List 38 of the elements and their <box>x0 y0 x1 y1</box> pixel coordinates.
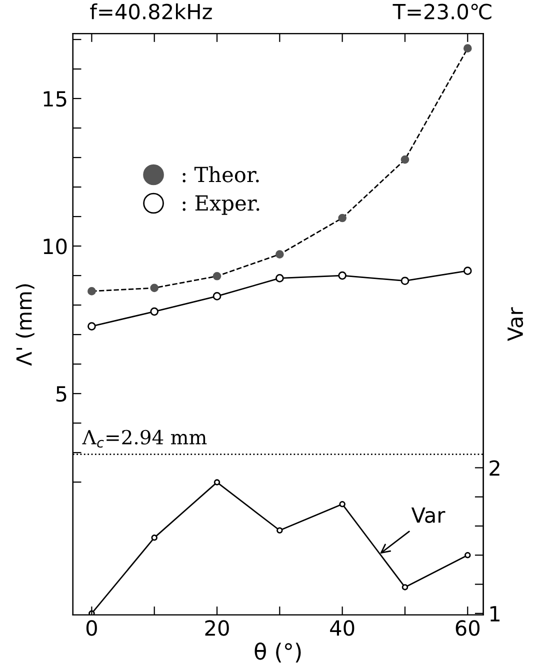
y-axis-title: Λ' (mm) <box>16 284 34 366</box>
point <box>464 552 471 558</box>
x-tick-label: 40 <box>330 620 354 636</box>
y-tick-label: 15 <box>44 91 66 107</box>
y2-tick-label: 2 <box>490 460 500 476</box>
point <box>463 266 472 275</box>
point <box>276 274 284 282</box>
y2-axis-title: Var <box>508 307 524 342</box>
point <box>338 214 346 222</box>
point <box>338 271 346 280</box>
point <box>276 527 283 534</box>
annotation: Var <box>411 507 446 523</box>
chart-title: f=40.82kHz <box>90 3 212 20</box>
x-tick-label: 20 <box>205 620 229 636</box>
point <box>463 44 472 53</box>
point <box>400 276 410 286</box>
legend-label: : Exper. <box>182 195 260 215</box>
x-tick-label: 60 <box>456 620 480 636</box>
point <box>150 284 159 292</box>
ref-line-label: Λ$_{c}$=2.94 mm <box>82 430 207 448</box>
y2-tick-label: 1 <box>490 606 500 622</box>
point <box>402 584 408 590</box>
point <box>212 272 222 280</box>
point <box>88 287 96 296</box>
point <box>214 479 220 486</box>
point <box>212 292 222 300</box>
legend-label: : Theor. <box>182 166 259 182</box>
point <box>150 307 159 316</box>
x-tick-label: 0 <box>86 620 97 636</box>
y-tick-label: 5 <box>56 386 66 402</box>
point <box>151 534 158 541</box>
chart-subtitle: T=23.0℃ <box>392 4 492 20</box>
x-axis-title: θ (°) <box>254 642 301 662</box>
point <box>88 322 96 330</box>
y-tick-label: 10 <box>44 238 67 254</box>
point <box>339 501 346 508</box>
point <box>400 155 410 164</box>
point <box>276 250 284 258</box>
